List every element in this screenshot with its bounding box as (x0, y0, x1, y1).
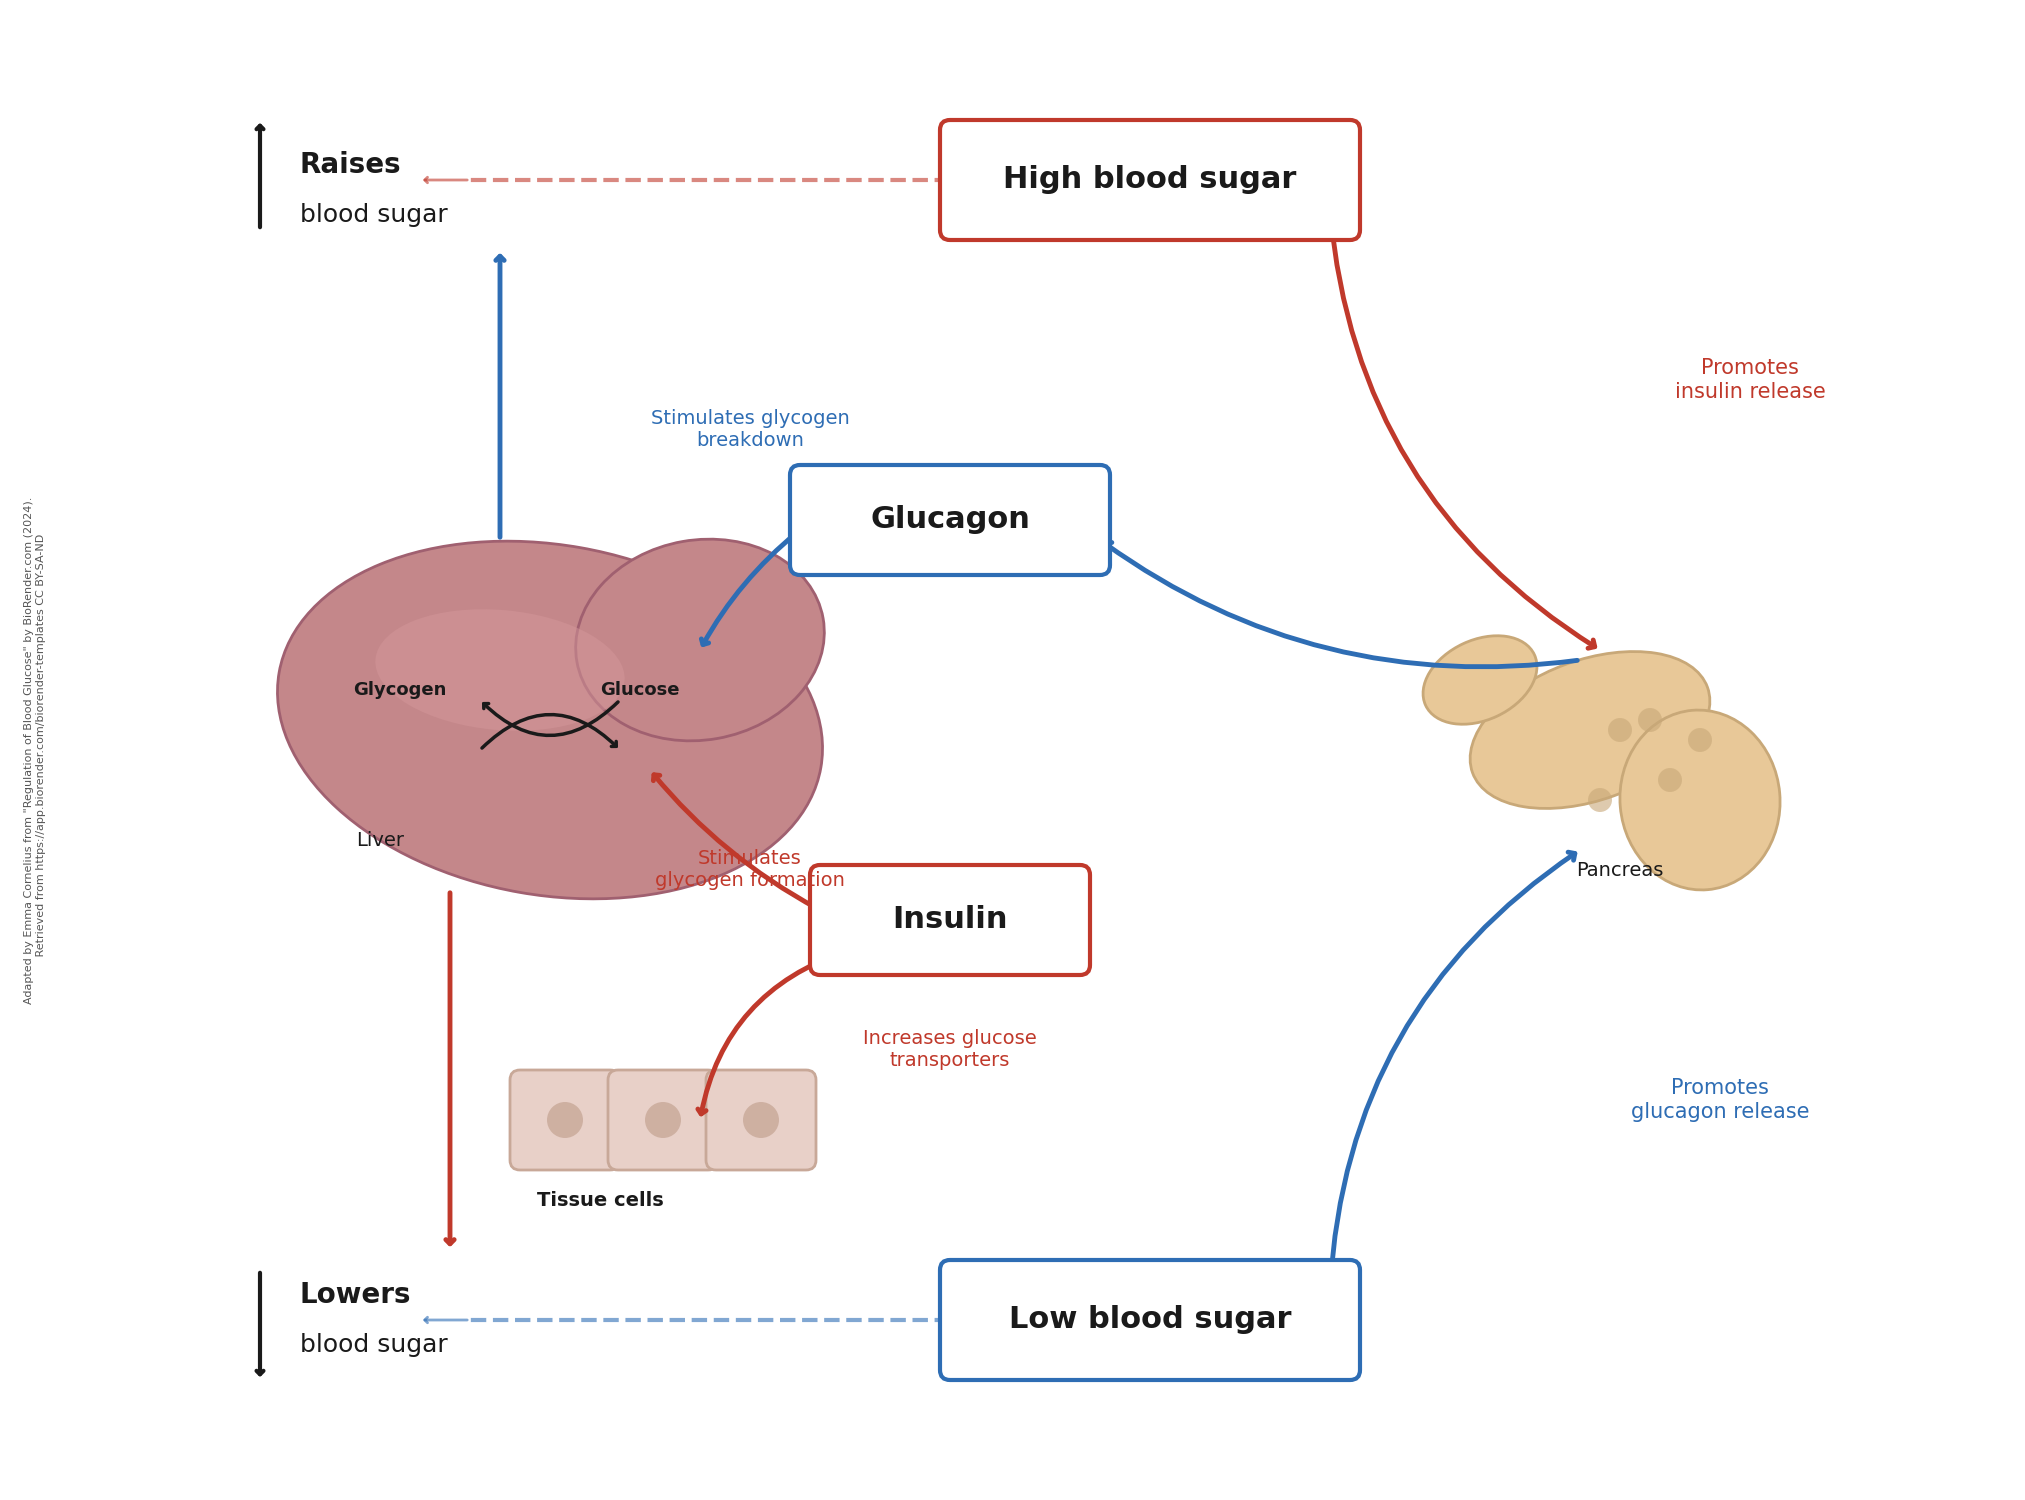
Text: Glucagon: Glucagon (871, 506, 1031, 534)
Text: Adapted by Emma Cornelius from "Regulation of Blood Glucose" by BioRender.com (2: Adapted by Emma Cornelius from "Regulati… (24, 496, 47, 1004)
FancyBboxPatch shape (707, 1070, 816, 1170)
Ellipse shape (1470, 651, 1709, 808)
Text: blood sugar: blood sugar (300, 202, 448, 226)
Circle shape (547, 1102, 583, 1138)
FancyBboxPatch shape (510, 1070, 620, 1170)
Text: Promotes
glucagon release: Promotes glucagon release (1630, 1078, 1808, 1122)
Text: Insulin: Insulin (893, 906, 1008, 934)
FancyBboxPatch shape (608, 1070, 719, 1170)
Circle shape (1689, 728, 1711, 752)
Text: Glycogen: Glycogen (352, 681, 448, 699)
Ellipse shape (1620, 710, 1780, 890)
Text: Low blood sugar: Low blood sugar (1008, 1305, 1292, 1335)
Text: High blood sugar: High blood sugar (1002, 165, 1296, 195)
FancyBboxPatch shape (790, 465, 1110, 574)
FancyBboxPatch shape (810, 865, 1089, 975)
Circle shape (743, 1102, 780, 1138)
Text: Tissue cells: Tissue cells (537, 1191, 664, 1209)
Circle shape (1588, 788, 1612, 812)
Text: Liver: Liver (356, 831, 405, 849)
Circle shape (1638, 708, 1663, 732)
Text: Glucose: Glucose (599, 681, 680, 699)
Text: Stimulates glycogen
breakdown: Stimulates glycogen breakdown (650, 410, 848, 450)
Ellipse shape (375, 609, 624, 730)
Ellipse shape (575, 538, 824, 741)
Text: Stimulates
glycogen formation: Stimulates glycogen formation (654, 849, 844, 891)
Text: Lowers: Lowers (300, 1281, 411, 1310)
Ellipse shape (277, 542, 822, 898)
Circle shape (1658, 768, 1683, 792)
Text: blood sugar: blood sugar (300, 1334, 448, 1358)
Ellipse shape (1424, 636, 1537, 724)
Text: Pancreas: Pancreas (1575, 861, 1665, 879)
FancyBboxPatch shape (940, 1260, 1361, 1380)
Text: Raises: Raises (300, 152, 401, 178)
Text: Increases glucose
transporters: Increases glucose transporters (863, 1029, 1037, 1071)
Circle shape (1608, 718, 1632, 742)
Text: Promotes
insulin release: Promotes insulin release (1675, 358, 1825, 402)
Circle shape (646, 1102, 680, 1138)
FancyBboxPatch shape (940, 120, 1361, 240)
